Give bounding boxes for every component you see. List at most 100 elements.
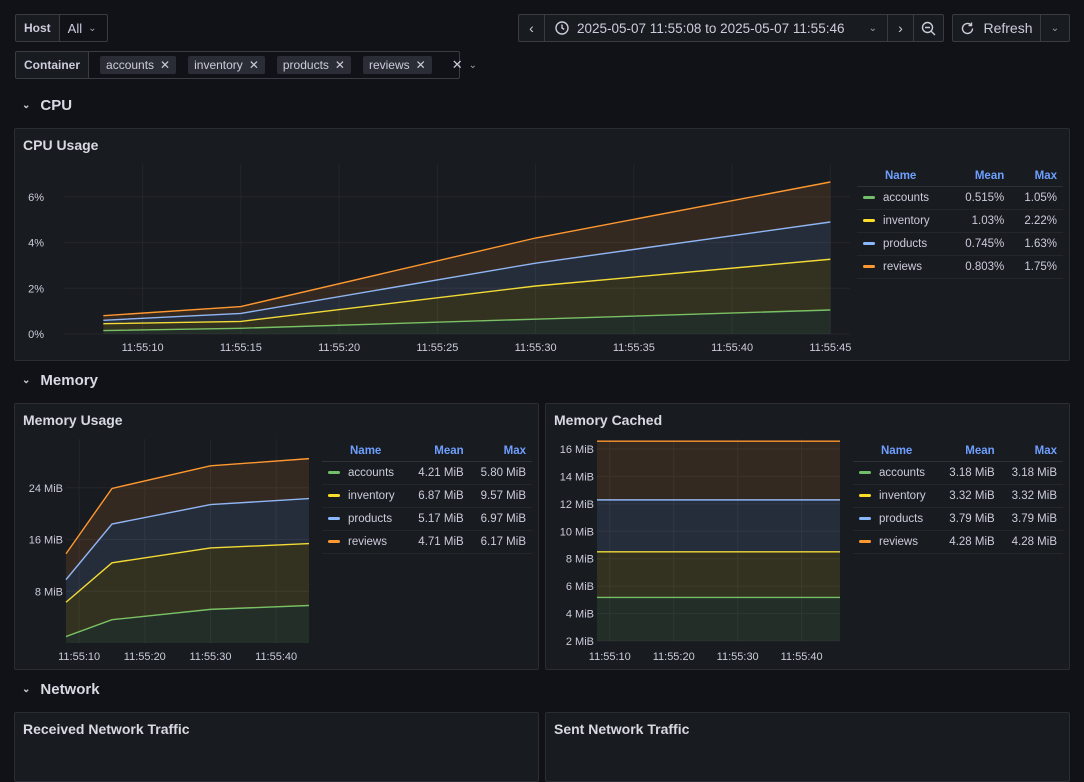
- legend-mean: 4.71 MiB: [407, 530, 470, 554]
- clear-all-icon[interactable]: ✕: [451, 57, 463, 72]
- series-line-accounts: [65, 604, 310, 638]
- legend-max: 2.22%: [1010, 209, 1063, 233]
- x-tick-label: 11:55:20: [318, 342, 360, 354]
- legend-mean: 1.03%: [949, 209, 1011, 233]
- memory-usage-chart[interactable]: 8 MiB 16 MiB 24 MiB 11:55:10 11:55:20 11:55:3…: [15, 404, 321, 670]
- x-tick-label: 11:55:30: [717, 651, 759, 663]
- legend-row[interactable]: inventory 1.03% 2.22%: [857, 209, 1063, 233]
- series-swatch: [863, 265, 875, 269]
- x-tick-label: 11:55:10: [58, 651, 100, 663]
- row-network[interactable]: ⌄ Network: [22, 681, 100, 698]
- time-back-button[interactable]: ‹: [518, 14, 545, 42]
- legend-header-max[interactable]: Max: [1010, 166, 1063, 187]
- panel-title: Received Network Traffic: [23, 721, 190, 737]
- chevron-right-icon: ›: [898, 20, 903, 36]
- refresh-label: Refresh: [983, 20, 1033, 36]
- close-icon[interactable]: ✕: [334, 58, 345, 72]
- panel-sent-network-traffic[interactable]: Sent Network Traffic: [545, 712, 1070, 782]
- legend-row[interactable]: accounts 3.18 MiB 3.18 MiB: [853, 461, 1063, 485]
- panel-memory-usage[interactable]: Memory Usage 8 MiB 16 MiB 24 MiB 11:55:10 11…: [14, 403, 539, 670]
- y-tick-label: 2 MiB: [566, 636, 594, 648]
- chevron-down-icon: ⌄: [22, 100, 31, 111]
- legend-row[interactable]: inventory 6.87 MiB 9.57 MiB: [322, 484, 532, 508]
- chevron-down-icon: ⌄: [22, 375, 31, 386]
- legend-row[interactable]: reviews 0.803% 1.75%: [857, 255, 1063, 279]
- legend-header-name[interactable]: Name: [322, 441, 408, 462]
- legend-row[interactable]: inventory 3.32 MiB 3.32 MiB: [853, 484, 1063, 508]
- y-tick-label: 8 MiB: [35, 586, 63, 598]
- host-select[interactable]: All ⌄: [60, 15, 105, 41]
- container-chip-inventory[interactable]: inventory ✕: [188, 56, 265, 74]
- time-range-picker[interactable]: 2025-05-07 11:55:08 to 2025-05-07 11:55:…: [544, 14, 888, 42]
- series-area-accounts: [66, 605, 309, 643]
- refresh-button[interactable]: Refresh: [952, 14, 1041, 42]
- x-tick-label: 11:55:40: [255, 651, 297, 663]
- close-icon[interactable]: ✕: [415, 58, 426, 72]
- legend-name: inventory: [883, 215, 930, 227]
- y-tick-label: 8 MiB: [566, 554, 594, 566]
- series-line-products: [103, 221, 831, 321]
- container-variable[interactable]: Container accounts ✕ inventory ✕ products ✕…: [15, 51, 477, 79]
- legend-name: accounts: [883, 192, 930, 204]
- series-area-products: [597, 499, 840, 552]
- memory-cached-chart[interactable]: 2 MiB 4 MiB 6 MiB 8 MiB 10 MiB 12 MiB 14 MiB 16…: [546, 404, 852, 670]
- legend-max: 6.17 MiB: [469, 530, 532, 554]
- legend-max: 3.32 MiB: [1000, 484, 1063, 508]
- series-swatch: [859, 494, 871, 498]
- series-area-accounts: [597, 597, 840, 641]
- time-range-label: 2025-05-07 11:55:08 to 2025-05-07 11:55:…: [577, 20, 845, 36]
- refresh-interval-dropdown[interactable]: ⌄: [1040, 14, 1070, 42]
- row-memory[interactable]: ⌄ Memory: [22, 372, 98, 389]
- legend-row[interactable]: reviews 4.71 MiB 6.17 MiB: [322, 530, 532, 554]
- host-select-value: All: [67, 20, 83, 36]
- y-tick-label: 14 MiB: [560, 471, 594, 483]
- panel-received-network-traffic[interactable]: Received Network Traffic: [14, 712, 539, 782]
- container-select[interactable]: accounts ✕ inventory ✕ products ✕ reviews ✕ …: [89, 52, 485, 78]
- host-variable[interactable]: Host All ⌄: [15, 14, 108, 42]
- legend-row[interactable]: accounts 0.515% 1.05%: [857, 186, 1063, 210]
- zoom-out-button[interactable]: [913, 14, 944, 42]
- y-tick-label: 12 MiB: [560, 499, 594, 511]
- panel-cpu-usage[interactable]: CPU Usage 0% 2% 4% 6% 11:55:10 11:55:15 11:55:…: [14, 128, 1070, 361]
- x-tick-label: 11:55:45: [809, 342, 851, 354]
- legend-header-max[interactable]: Max: [469, 441, 532, 462]
- y-tick-label: 2%: [28, 283, 44, 295]
- container-chip-reviews[interactable]: reviews ✕: [362, 56, 432, 74]
- series-swatch: [863, 219, 875, 223]
- legend-row[interactable]: products 0.745% 1.63%: [857, 232, 1063, 256]
- legend-mean: 3.18 MiB: [938, 461, 1001, 485]
- container-chip-accounts[interactable]: accounts ✕: [100, 56, 177, 74]
- close-icon[interactable]: ✕: [160, 58, 171, 72]
- cpu-usage-chart[interactable]: 0% 2% 4% 6% 11:55:10 11:55:15 11:55:20 11:55:25…: [15, 129, 855, 361]
- legend-max: 1.05%: [1010, 186, 1063, 210]
- close-icon[interactable]: ✕: [248, 58, 259, 72]
- memory-cached-legend: Name Mean Max accounts 3.18 MiB 3.18 MiB i…: [853, 441, 1063, 554]
- x-tick-label: 11:55:40: [781, 651, 823, 663]
- x-tick-label: 11:55:25: [416, 342, 458, 354]
- legend-max: 9.57 MiB: [469, 484, 532, 508]
- panel-memory-cached[interactable]: Memory Cached 2 MiB 4 MiB 6 MiB 8 MiB 10 MiB…: [545, 403, 1070, 670]
- legend-name: accounts: [348, 467, 395, 479]
- time-forward-button[interactable]: ›: [887, 14, 914, 42]
- legend-row[interactable]: accounts 4.21 MiB 5.80 MiB: [322, 461, 532, 485]
- legend-header-name[interactable]: Name: [853, 441, 939, 462]
- y-tick-label: 16 MiB: [29, 535, 63, 547]
- chevron-down-icon[interactable]: ⌄: [468, 59, 478, 71]
- legend-row[interactable]: reviews 4.28 MiB 4.28 MiB: [853, 530, 1063, 554]
- legend-name: accounts: [879, 467, 926, 479]
- panel-title: Sent Network Traffic: [554, 721, 690, 737]
- legend-header-max[interactable]: Max: [1000, 441, 1063, 462]
- legend-row[interactable]: products 3.79 MiB 3.79 MiB: [853, 507, 1063, 531]
- container-chip-products[interactable]: products ✕: [276, 56, 351, 74]
- legend-row[interactable]: products 5.17 MiB 6.97 MiB: [322, 507, 532, 531]
- legend-header-mean[interactable]: Mean: [949, 166, 1011, 187]
- row-cpu[interactable]: ⌄ CPU: [22, 97, 72, 114]
- legend-mean: 6.87 MiB: [407, 484, 470, 508]
- legend-max: 1.63%: [1010, 232, 1063, 256]
- legend-header-name[interactable]: Name: [857, 166, 950, 187]
- legend-header-mean[interactable]: Mean: [407, 441, 470, 462]
- legend-name: inventory: [879, 490, 926, 502]
- series-swatch: [328, 494, 340, 498]
- legend-header-mean[interactable]: Mean: [938, 441, 1001, 462]
- refresh-icon: [962, 22, 974, 34]
